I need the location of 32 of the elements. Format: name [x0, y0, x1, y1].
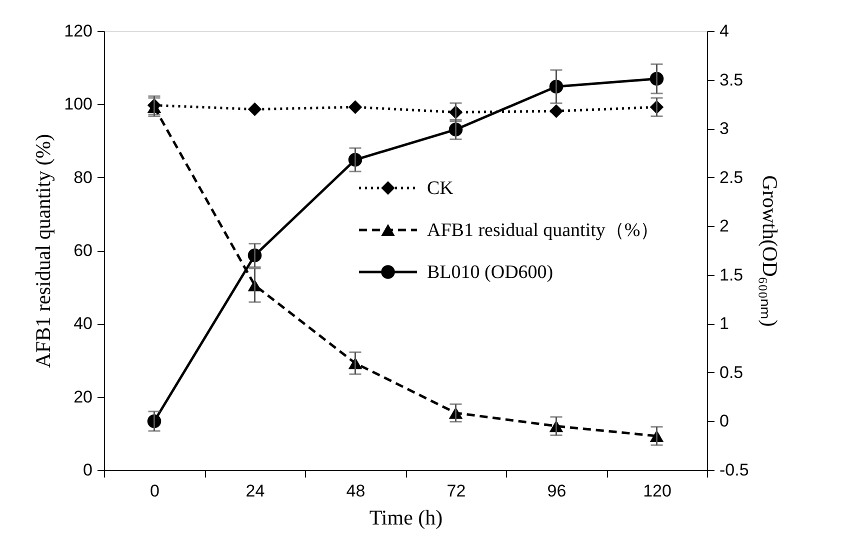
x-tick-label: 48 [346, 482, 366, 500]
y-tick-label: 100 [64, 94, 92, 114]
y-tick-label: 0 [83, 460, 92, 480]
y-tick-label: 80 [74, 168, 92, 187]
x-tick-label: 0 [150, 482, 160, 500]
y2-tick-label: 4 [720, 22, 729, 40]
legend-label: CK [427, 178, 454, 199]
y-tick-label: 120 [64, 22, 92, 40]
y-tick-label: 60 [74, 241, 92, 260]
y2-axis-title: Growth(OD₆₀₀ₙₘ) [758, 175, 782, 327]
y-axis-title: AFB1 residual quantity (%) [31, 134, 56, 368]
y2-tick-label: 0.5 [720, 362, 744, 382]
point [348, 100, 362, 114]
y-tick-label: 40 [74, 314, 92, 334]
legend-label: BL010 (OD600) [427, 262, 554, 283]
x-tick-label: 96 [547, 482, 566, 500]
y2-tick-label: 2 [720, 216, 729, 236]
point [549, 104, 564, 118]
y2-tick-label: 1 [720, 314, 729, 334]
y2-tick-label: 0 [720, 412, 729, 431]
x-tick-label: 120 [643, 482, 672, 500]
y-tick-label: 20 [74, 387, 92, 406]
legend-label: AFB1 residual quantity（%） [427, 220, 660, 241]
x-tick-label: 72 [446, 482, 466, 500]
x-axis-title: Time (h) [369, 506, 443, 530]
y2-tick-label: 2.5 [720, 168, 744, 187]
x-tick-label: 24 [246, 482, 265, 500]
y2-tick-label: 3.5 [720, 70, 744, 90]
point [248, 102, 262, 116]
y2-tick-label: 3 [720, 119, 729, 138]
y2-tick-label: 1.5 [720, 265, 744, 284]
y2-tick-label: -0.5 [720, 460, 749, 480]
